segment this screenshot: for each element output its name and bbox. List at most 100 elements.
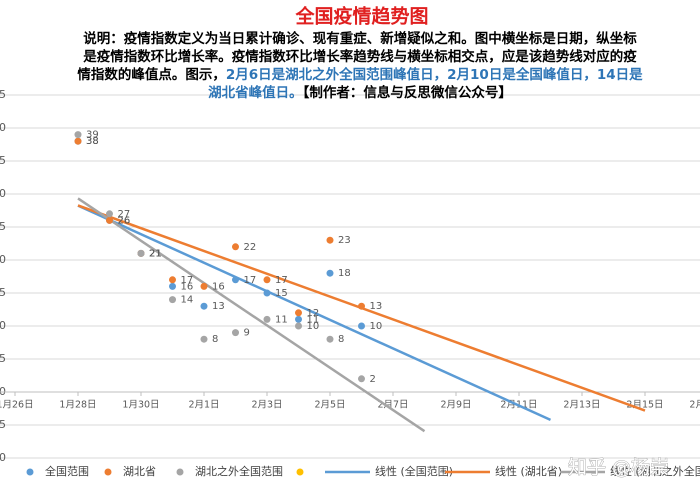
data-label: 10: [370, 321, 383, 332]
point: [326, 335, 334, 343]
y-tick-label: 35: [0, 154, 6, 167]
data-label: 18: [338, 268, 351, 279]
legend-label: 线性 (湖北之外全国范围): [610, 464, 700, 478]
legend-marker: [176, 468, 184, 476]
point: [326, 236, 334, 244]
legend-marker: [296, 468, 304, 476]
data-label: 27: [118, 209, 131, 220]
point: [263, 276, 271, 284]
y-tick-label: 15: [0, 286, 6, 299]
point: [169, 276, 176, 284]
y-tick-label: -10: [0, 451, 6, 464]
data-label: 16: [181, 281, 194, 292]
y-tick-label: 45: [0, 88, 6, 101]
point: [200, 335, 208, 343]
legend: 全国范围 湖北省 湖北之外全国范围 线性 (全国范围) 线性 (湖北省) 线性 (湖北之外…: [26, 464, 700, 478]
x-tick-label: 2月17日: [689, 400, 700, 411]
point: [106, 216, 113, 224]
y-tick-label: 25: [0, 220, 6, 233]
legend-marker: [104, 468, 112, 476]
point: [263, 315, 271, 323]
point: [169, 282, 176, 290]
point: [358, 375, 365, 383]
data-label: 17: [275, 275, 288, 286]
data-label: 15: [275, 288, 288, 299]
data-label: 21: [149, 248, 162, 259]
data-label: 9: [244, 328, 250, 339]
note-text: 说明：疫情指数定义为当日累计确诊、现有重症、新增疑似之和。图中横坐标是日期，纵坐…: [83, 31, 637, 47]
data-label: 17: [181, 275, 194, 286]
data-label: 23: [338, 235, 351, 246]
point: [74, 137, 82, 145]
x-tick-label: 2月15日: [626, 400, 663, 411]
data-label: 26: [118, 215, 131, 226]
point: [169, 296, 176, 304]
y-tick-label: 10: [0, 319, 6, 332]
x-tick-label: 1月26日: [0, 400, 34, 411]
data-label: 11: [307, 314, 320, 325]
data-label: 13: [212, 301, 225, 312]
point: [200, 282, 208, 290]
note-line: 是疫情指数环比增长率。疫情指数环比增长率趋势线与横坐标相交点，应是该趋势线对应的…: [40, 48, 680, 66]
data-label: 38: [86, 136, 99, 147]
x-tick-label: 2月1日: [188, 400, 219, 411]
data-label: 26: [118, 215, 131, 226]
y-tick-label: 5: [0, 352, 6, 365]
data-label: 22: [244, 242, 257, 253]
data-label: 8: [338, 334, 344, 345]
note-text: 2月6日是湖北之外全国范围峰值日，2月10日是全国峰值日，14日是: [225, 67, 643, 83]
data-label: 11: [275, 314, 288, 325]
point: [358, 322, 365, 330]
chart-note: 说明：疫情指数定义为当日累计确诊、现有重症、新增疑似之和。图中横坐标是日期，纵坐…: [40, 30, 680, 102]
data-label: 17: [244, 275, 257, 286]
x-tick-label: 2月7日: [377, 400, 408, 411]
data-label: 16: [212, 281, 225, 292]
y-tick-label: 30: [0, 187, 6, 200]
data-label: 21: [149, 248, 162, 259]
x-tick-label: 2月3日: [251, 400, 282, 411]
point: [232, 329, 239, 337]
y-tick-label: -5: [0, 418, 6, 431]
data-label: 39: [86, 130, 99, 141]
chart-title: 全国疫情趋势图: [294, 5, 428, 28]
x-tick-label: 2月13日: [563, 400, 600, 411]
x-tick-label: 1月28日: [59, 400, 96, 411]
watermark: 知乎 @杨崇: [568, 457, 669, 479]
legend-label: 线性 (湖北省): [495, 464, 562, 478]
data-label: 38: [86, 136, 99, 147]
legend-label: 线性 (全国范围): [375, 464, 453, 478]
data-label: 8: [212, 334, 218, 345]
note-line: 湖北省峰值日。【制作者：信息与反思微信公众号】: [40, 84, 680, 102]
point: [137, 249, 145, 257]
trend-line: [77, 197, 426, 433]
point: [295, 315, 302, 323]
point: [358, 302, 365, 310]
data-label: 12: [307, 308, 320, 319]
trend-line: [77, 204, 552, 421]
point: [74, 131, 82, 139]
point: [232, 276, 239, 284]
y-tick-label: 40: [0, 121, 6, 134]
y-tick-label: 20: [0, 253, 6, 266]
data-label: 14: [181, 295, 194, 306]
legend-label: 湖北之外全国范围: [195, 464, 283, 478]
data-label: 2: [370, 374, 376, 385]
x-tick-label: 2月9日: [440, 400, 471, 411]
legend-label: 全国范围: [45, 464, 89, 478]
data-label: 13: [370, 301, 383, 312]
note-text: 湖北省峰值日。: [208, 85, 303, 101]
point: [232, 243, 239, 251]
note-line: 情指数的峰值点。图示，2月6日是湖北之外全国范围峰值日，2月10日是全国峰值日，…: [40, 66, 680, 84]
note-text: 情指数的峰值点。图示，: [77, 67, 226, 83]
point: [326, 269, 334, 277]
x-tick-label: 1月30日: [122, 400, 159, 411]
data-label: 21: [149, 248, 162, 259]
data-label: 10: [307, 321, 320, 332]
point: [295, 322, 302, 330]
x-tick-label: 2月5日: [314, 400, 345, 411]
legend-marker: [26, 468, 34, 476]
note-line: 说明：疫情指数定义为当日累计确诊、现有重症、新增疑似之和。图中横坐标是日期，纵坐…: [40, 30, 680, 48]
note-text: 【制作者：信息与反思微信公众号】: [302, 85, 512, 101]
